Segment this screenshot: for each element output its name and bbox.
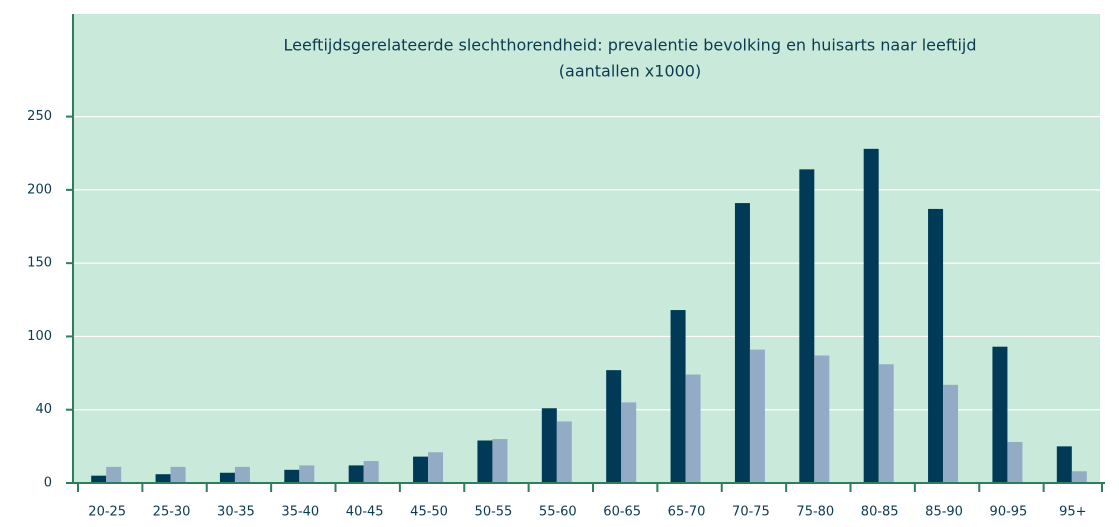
x-tick-label: 70-75 [732,505,770,520]
bar [814,355,830,483]
bar [155,474,171,483]
bar [734,203,750,484]
x-tick-label: 65-70 [668,505,706,520]
bar [1071,471,1087,483]
chart-subtitle: (aantallen x1000) [559,62,701,81]
bar [106,466,122,483]
bar [556,421,572,483]
bar [606,370,622,483]
y-tick-label: 100 [27,329,52,344]
bar [477,440,493,483]
bar [670,310,686,483]
bar [863,148,879,483]
y-tick-label: 0 [44,476,52,491]
x-tick-label: 95+ [1059,505,1086,520]
bar [170,466,186,483]
bar [413,456,429,483]
x-tick-label: 75-80 [796,505,834,520]
x-tick-label: 90-95 [990,505,1028,520]
chart-title: Leeftijdsgerelateerde slechthorendheid: … [284,36,977,55]
bar [363,461,379,483]
bar [928,208,944,483]
bar [91,475,107,483]
bar [1007,441,1023,483]
bar [492,439,508,483]
bar [1056,446,1072,483]
y-tick-label: 250 [27,109,52,124]
x-tick-label: 60-65 [603,505,641,520]
bar [541,408,557,483]
bar [878,364,894,483]
y-tick-label: 40 [35,402,52,417]
x-tick-label: 80-85 [861,505,899,520]
y-tick-label: 150 [27,256,52,271]
x-tick-label: 20-25 [88,505,126,520]
bar [428,452,444,483]
x-tick-label: 55-60 [539,505,577,520]
x-tick-label: 45-50 [410,505,448,520]
bar [234,466,250,483]
y-tick-label: 200 [27,182,52,197]
x-tick-label: 85-90 [925,505,963,520]
x-tick-label: 50-55 [475,505,513,520]
bar [348,465,364,483]
bar [943,384,959,483]
bar [799,169,815,483]
bar [992,346,1008,483]
x-tick-label: 30-35 [217,505,255,520]
bar [284,469,300,483]
bar [219,472,235,483]
x-tick-label: 25-30 [153,505,191,520]
bar [621,402,637,483]
bar [299,465,315,483]
bar [685,374,701,483]
x-tick-label: 35-40 [281,505,319,520]
x-tick-label: 40-45 [346,505,384,520]
bar [749,349,765,483]
